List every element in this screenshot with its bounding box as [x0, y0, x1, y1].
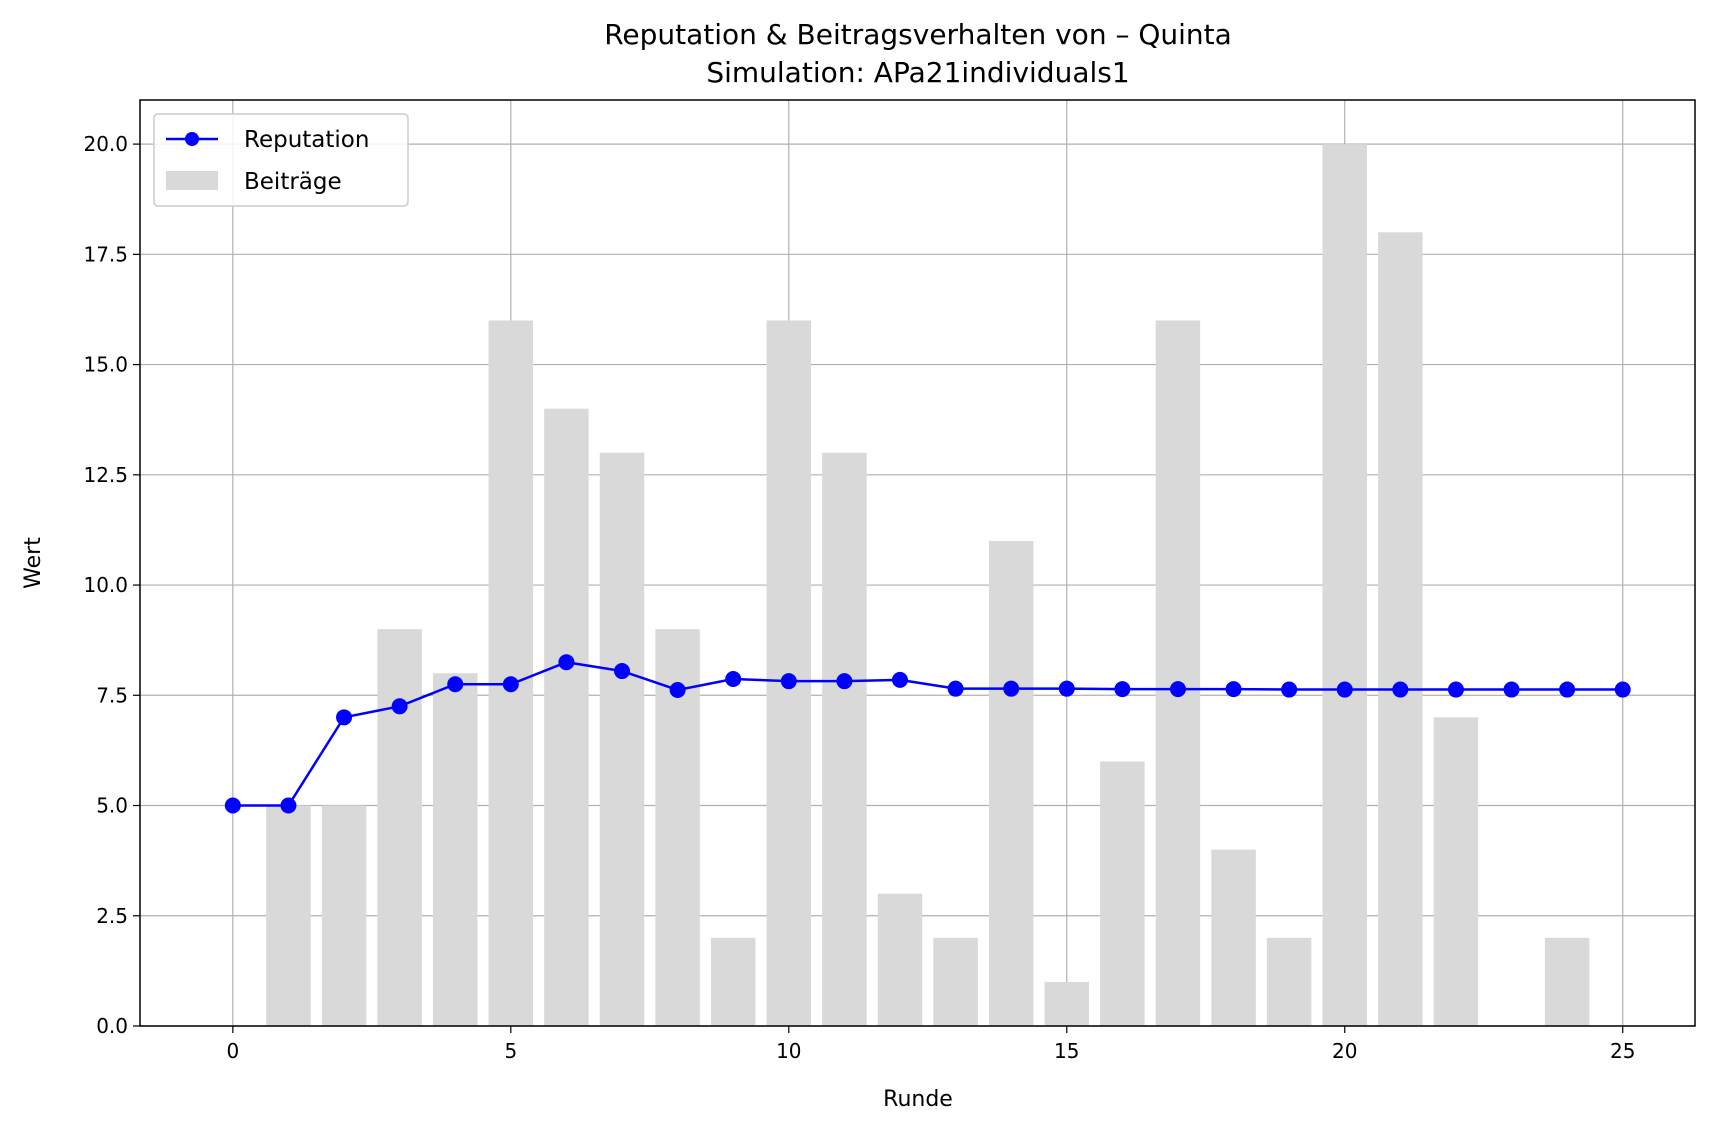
y-tick-label: 5.0 — [96, 794, 128, 818]
x-axis-label: Runde — [883, 1087, 953, 1112]
reputation-point — [891, 671, 908, 688]
line-series-reputation — [224, 654, 1631, 814]
y-tick-label: 0.0 — [96, 1014, 128, 1038]
reputation-point — [1503, 681, 1520, 698]
bar-beitraege — [1544, 937, 1590, 1026]
bar-beitraege — [1378, 232, 1423, 1027]
reputation-point — [558, 654, 575, 671]
bar-beitraege — [1155, 320, 1201, 1026]
reputation-point — [224, 797, 241, 814]
reputation-point — [1058, 680, 1075, 697]
reputation-line — [232, 660, 1623, 807]
bar-beitraege — [710, 937, 756, 1026]
bar-beitraege — [933, 937, 978, 1026]
bar-beitraege — [544, 408, 589, 1027]
reputation-point — [1225, 681, 1242, 698]
bar-beitraege — [432, 673, 478, 1026]
legend: Reputation Beiträge — [153, 113, 409, 207]
bar-beitraege — [266, 805, 311, 1026]
legend-bar-swatch — [166, 171, 218, 190]
reputation-point — [1614, 681, 1631, 698]
reputation-point — [947, 680, 964, 697]
bar-beitraege — [321, 805, 367, 1026]
bar-beitraege — [877, 893, 923, 1026]
bar-beitraege — [1433, 717, 1479, 1026]
bar-beitraege — [599, 452, 645, 1026]
bar-beitraege — [1100, 761, 1145, 1026]
y-tick-label: 15.0 — [83, 353, 128, 377]
reputation-point — [780, 673, 797, 690]
x-tick-label: 0 — [226, 1039, 239, 1063]
bar-beitraege — [988, 540, 1034, 1026]
legend-label-beitraege: Beiträge — [244, 169, 342, 195]
legend-marker-swatch — [185, 132, 199, 146]
reputation-point — [502, 676, 519, 693]
bar-beitraege — [1322, 144, 1367, 1027]
y-axis-label: Wert — [21, 537, 46, 589]
bar-beitraege — [377, 629, 422, 1026]
plot-frame — [139, 99, 1696, 1027]
bar-beitraege — [488, 320, 534, 1026]
bar-beitraege — [1044, 981, 1090, 1026]
x-tick-label: 5 — [504, 1039, 517, 1063]
x-tick-label: 25 — [1610, 1039, 1635, 1063]
reputation-point — [391, 698, 408, 715]
bar-beitraege — [1211, 849, 1256, 1026]
y-tick-label: 7.5 — [96, 683, 128, 707]
y-tick-label: 12.5 — [83, 463, 128, 487]
bar-beitraege — [1266, 937, 1312, 1026]
chart-title: Reputation & Beitragsverhalten von – Qui… — [604, 18, 1232, 51]
reputation-point — [1281, 681, 1298, 698]
reputation-point — [614, 663, 631, 680]
bar-beitraege — [822, 452, 867, 1026]
chart-subtitle: Simulation: APa21individuals1 — [706, 56, 1129, 89]
reputation-point — [336, 709, 353, 726]
x-axis-ticks: 0 5 10 15 20 25 — [226, 1026, 1635, 1063]
y-tick-label: 2.5 — [96, 904, 128, 928]
reputation-point — [1559, 681, 1576, 698]
bar-series-beitraege — [266, 144, 1590, 1027]
reputation-point — [1447, 681, 1464, 698]
reputation-point — [725, 670, 742, 687]
x-tick-label: 10 — [776, 1039, 801, 1063]
reputation-point — [280, 797, 297, 814]
reputation-point — [836, 673, 853, 690]
x-tick-label: 15 — [1054, 1039, 1079, 1063]
reputation-point — [1003, 680, 1020, 697]
legend-label-reputation: Reputation — [244, 127, 369, 153]
reputation-point — [1169, 681, 1186, 698]
reputation-point — [1392, 681, 1409, 698]
x-tick-label: 20 — [1332, 1039, 1357, 1063]
reputation-point — [1114, 681, 1131, 698]
y-tick-label: 10.0 — [83, 573, 128, 597]
y-tick-label: 20.0 — [83, 132, 128, 156]
reputation-point — [447, 676, 464, 693]
y-tick-label: 17.5 — [83, 242, 128, 266]
reputation-point — [1336, 681, 1353, 698]
reputation-point — [669, 681, 686, 698]
y-axis-ticks: 0.0 2.5 5.0 7.5 10.0 12.5 15.0 17.5 20.0 — [83, 132, 140, 1038]
